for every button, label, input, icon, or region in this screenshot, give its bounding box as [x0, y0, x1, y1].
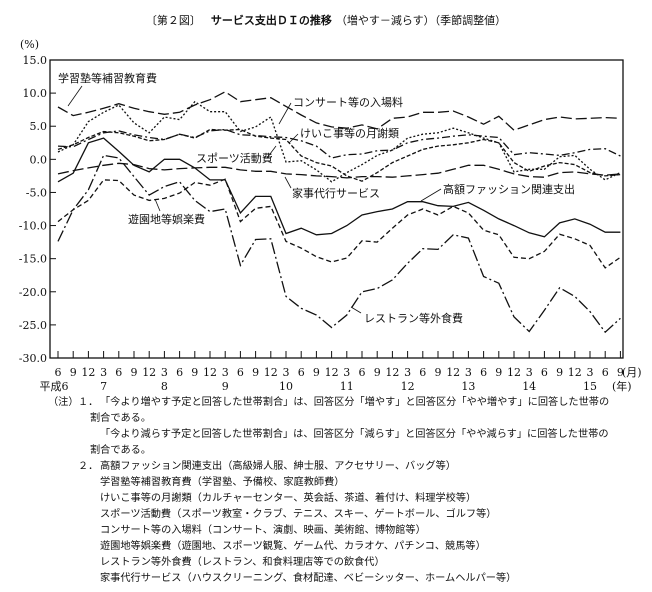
x-month-label: 12 [568, 366, 582, 379]
note-1-text: 「今より増やす予定と回答した世帯割合」は、回答区分「増やす」と回答区分「やや増や… [100, 397, 610, 408]
x-month-label: 12 [507, 366, 521, 379]
x-month-label: 9 [556, 366, 563, 379]
x-month-label: 12 [81, 366, 95, 379]
x-month-label: 6 [176, 366, 183, 379]
series-line [57, 128, 621, 159]
series-label-sports: スポーツ活動費 [196, 151, 273, 165]
x-month-label: 6 [419, 366, 426, 379]
series-label-fashion: 高額ファッション関連支出 [443, 182, 575, 196]
figure-number: 〔第２図〕 [145, 14, 201, 27]
x-month-label: 9 [191, 366, 198, 379]
x-month-label: 12 [142, 366, 156, 379]
note-2-item: 高額ファッション関連支出（高級婦人服、紳士服、アクセサリー、バッグ等） [100, 461, 456, 472]
month-unit: (月) [622, 366, 642, 379]
figure-title-main: サービス支出ＤＩの推移 [210, 14, 332, 27]
x-month-label: 12 [446, 366, 460, 379]
x-year-label: 8 [161, 380, 168, 393]
plot-frame [49, 59, 624, 359]
note-2-item: 家事代行サービス（ハウスクリーニング、食材配達、ベビーシッター、ホームヘルパー等… [100, 573, 517, 584]
notes-label: （注） [48, 397, 79, 408]
note-1-text: 割合である。 [90, 413, 152, 424]
note-2-item: けいこ事等の月謝類（カルチャーセンター、英会話、茶道、着付け、料理学校等） [100, 493, 477, 504]
series-label-juku: 学習塾等補習教育費 [58, 71, 157, 85]
series-label-concert: コンサート等の入場料 [293, 95, 403, 109]
x-month-label: 3 [222, 366, 229, 379]
y-tick-label: 15.0 [23, 54, 48, 67]
x-month-label: 3 [404, 366, 411, 379]
x-month-label: 9 [70, 366, 77, 379]
x-month-label: 3 [465, 366, 472, 379]
x-month-label: 12 [325, 366, 339, 379]
y-tick-label: -20.0 [19, 286, 47, 299]
x-month-label: 6 [359, 366, 366, 379]
x-month-label: 6 [55, 366, 62, 379]
series-line [57, 137, 621, 238]
x-year-label: 9 [222, 380, 229, 393]
x-month-label: 3 [283, 366, 290, 379]
x-month-label: 9 [495, 366, 502, 379]
x-month-label: 6 [237, 366, 244, 379]
x-month-label: 9 [252, 366, 259, 379]
leader-lines [67, 85, 442, 314]
y-tick-label: 10.0 [23, 87, 48, 100]
x-year-label: 11 [340, 380, 354, 393]
x-month-label: 6 [115, 366, 122, 379]
note-2-item: レストラン等外食費（レストラン、和食料理店等での飲食代） [100, 557, 385, 568]
series-line [57, 128, 621, 182]
figure-title-sub: （増やす－減らす）（季節調整値） [335, 14, 507, 27]
x-year-label: 12 [401, 380, 415, 393]
x-month-label: 3 [161, 366, 168, 379]
x-month-label: 6 [541, 366, 548, 379]
note-2-item: スポーツ活動費（スポーツ教室・クラブ、テニス、スキー、ゲートボール、ゴルフ等） [100, 509, 497, 520]
series-line [57, 91, 621, 131]
y-tick-label: -10.0 [19, 220, 47, 233]
x-month-label: 3 [526, 366, 533, 379]
x-year-label: 10 [279, 380, 293, 393]
note-1-number: １． [78, 397, 99, 408]
x-month-label: 3 [587, 366, 594, 379]
x-month-label: 9 [617, 366, 624, 379]
x-month-label: 12 [264, 366, 278, 379]
series-label-housekeeping: 家事代行サービス [292, 186, 380, 200]
x-month-label: 9 [374, 366, 381, 379]
x-month-label: 9 [313, 366, 320, 379]
year-unit: (年) [612, 379, 632, 393]
series-line [57, 154, 621, 334]
series-line [57, 162, 621, 179]
series-label-keiko: けいこ事等の月謝類 [300, 126, 399, 140]
note-2-item: 遊園地等娯楽費（遊園地、スポーツ観覧、ゲーム代、カラオケ、パチンコ、競馬等） [100, 541, 486, 552]
x-month-label: 3 [100, 366, 107, 379]
line-chart: (%) 15.0 10.0 5.0 0.0 -5.0 -10.0 -15.0 -20.0 -25… [19, 38, 642, 393]
x-month-label: 3 [343, 366, 350, 379]
x-month-label: 6 [602, 366, 609, 379]
note-1-text: 「今より減らす予定と回答した世帯割合」は、回答区分「減らす」と回答区分「やや減ら… [100, 429, 609, 440]
y-tick-label: 5.0 [30, 120, 48, 133]
note-2-item: コンサート等の入場料（コンサート、演劇、映画、美術館、博物館等） [100, 525, 426, 536]
x-month-label: 6 [298, 366, 305, 379]
x-month-label: 9 [435, 366, 442, 379]
series-label-restaurant: レストラン等外食費 [364, 311, 463, 325]
y-axis-unit: (%) [20, 38, 39, 51]
x-year-label: 平成6 [40, 380, 69, 393]
x-year-label: 15 [583, 380, 597, 393]
note-2-item: 学習塾等補習教育費（学習塾、予備校、家庭教師費） [100, 477, 345, 488]
note-2-number: ２． [78, 461, 99, 472]
x-month-label: 9 [131, 366, 138, 379]
x-year-label: 7 [100, 380, 107, 393]
x-month-label: 12 [385, 366, 399, 379]
note-1-text: 割合である。 [90, 445, 152, 456]
x-month-label: 6 [480, 366, 487, 379]
figure-title: 〔第２図〕 サービス支出ＤＩの推移 （増やす－減らす）（季節調整値） [0, 12, 652, 28]
series-line [57, 100, 621, 183]
y-tick-label: -5.0 [26, 186, 47, 199]
series-label-amusement: 遊園地等娯楽費 [128, 212, 205, 226]
y-tick-label: 0.0 [30, 153, 48, 166]
x-year-label: 14 [522, 380, 536, 393]
x-month-label: 12 [203, 366, 217, 379]
y-tick-label: -25.0 [19, 319, 47, 332]
y-tick-label: -30.0 [19, 352, 47, 365]
x-year-label: 13 [461, 380, 475, 393]
y-tick-label: -15.0 [19, 253, 47, 266]
